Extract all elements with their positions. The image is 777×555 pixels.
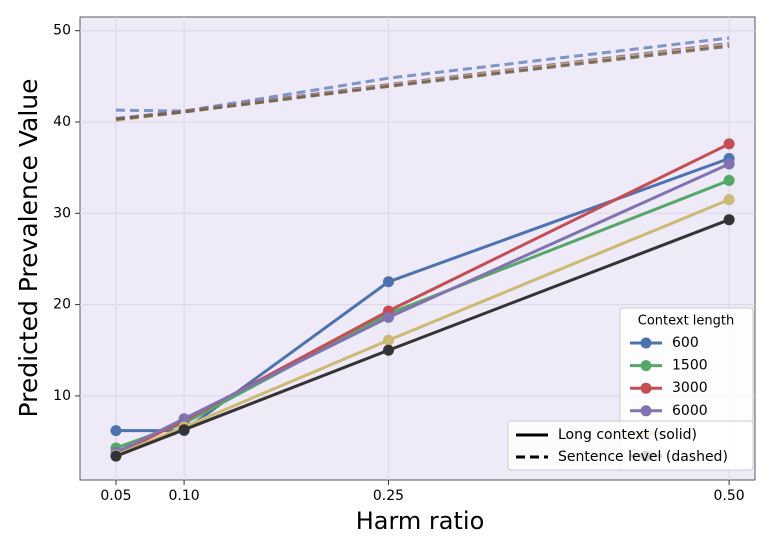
line <box>115 157 730 433</box>
legend-label: 600 <box>672 335 699 351</box>
legend-title: Context length <box>638 314 735 329</box>
line <box>115 162 730 454</box>
y-axis-label: Predicted Prevalence Value <box>14 78 43 417</box>
point <box>382 334 394 346</box>
legend-label: 3000 <box>672 380 708 396</box>
point <box>178 413 190 425</box>
point <box>723 174 735 186</box>
dashed-line <box>115 36 730 113</box>
point <box>382 344 394 356</box>
y-tick-label: 20 <box>53 297 71 313</box>
legend-label: 1500 <box>672 358 708 374</box>
line <box>115 198 730 457</box>
legend-label: 6000 <box>672 403 708 419</box>
point <box>110 425 122 437</box>
point <box>723 158 735 170</box>
dashed-line <box>115 44 730 121</box>
y-tick-label: 30 <box>53 205 71 221</box>
legend-marker <box>640 360 652 372</box>
legend-marker <box>640 382 652 394</box>
point <box>382 276 394 288</box>
legend-marker <box>640 337 652 349</box>
style-legend-label: Sentence level (dashed) <box>558 449 728 465</box>
line <box>115 142 730 456</box>
point <box>723 214 735 226</box>
point <box>723 138 735 150</box>
x-tick-label: 0.10 <box>169 488 200 504</box>
style-legend-label: Long context (solid) <box>558 427 697 443</box>
point <box>178 424 190 436</box>
x-tick-label: 0.25 <box>373 488 404 504</box>
y-tick-label: 50 <box>53 23 71 39</box>
style-legend-box <box>507 420 754 471</box>
x-tick-label: 0.05 <box>100 488 131 504</box>
point <box>110 450 122 462</box>
legend-marker <box>640 405 652 417</box>
point <box>382 311 394 323</box>
y-tick-label: 10 <box>53 388 71 404</box>
x-tick-label: 0.50 <box>714 488 745 504</box>
y-tick-label: 40 <box>53 114 71 130</box>
line <box>115 218 730 458</box>
point <box>723 194 735 206</box>
x-axis-label: Harm ratio <box>356 507 485 535</box>
